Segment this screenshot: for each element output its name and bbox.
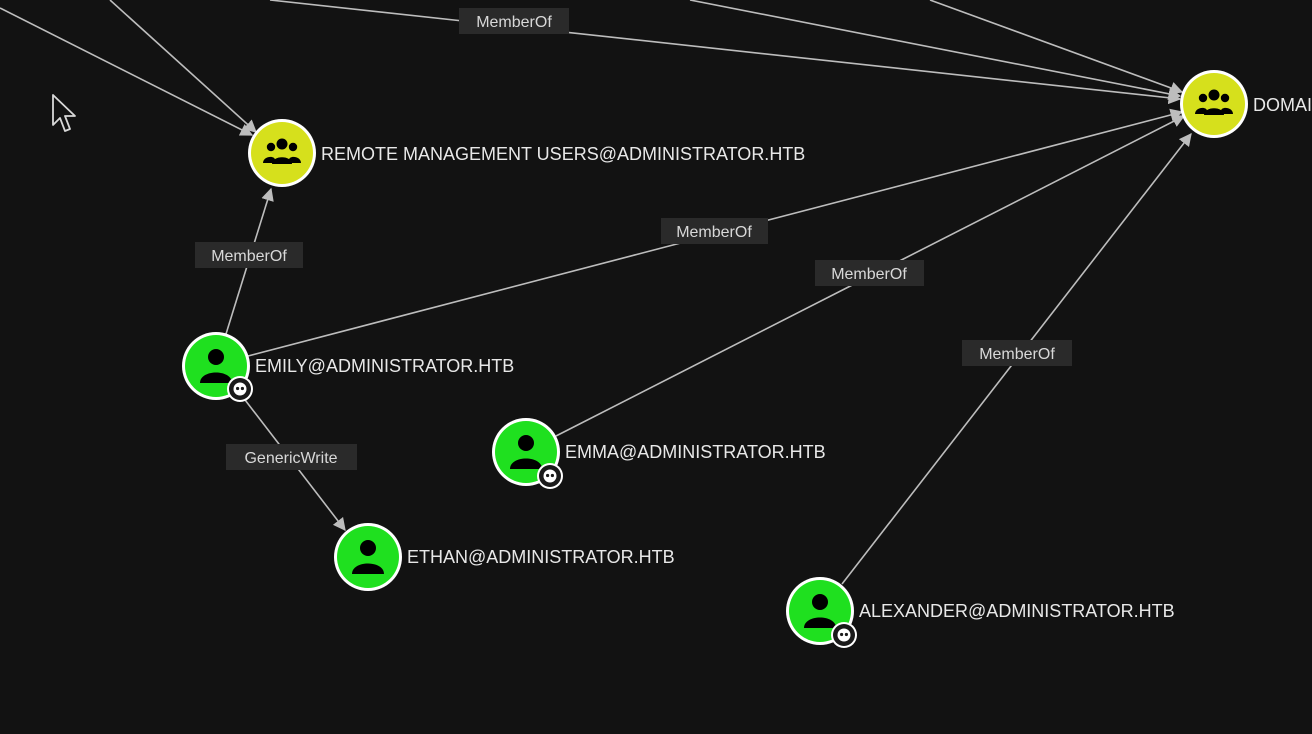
- node-user-alexander[interactable]: ALEXANDER@ADMINISTRATOR.HTB: [786, 577, 1175, 648]
- node-label: REMOTE MANAGEMENT USERS@ADMINISTRATOR.HT…: [321, 144, 805, 164]
- node-user-emily[interactable]: EMILY@ADMINISTRATOR.HTB: [182, 332, 514, 402]
- mouse-pointer-icon: [52, 94, 76, 132]
- edge-label-emma-domain[interactable]: MemberOf: [815, 260, 924, 286]
- edge-label-top[interactable]: MemberOf: [459, 8, 569, 34]
- node-user-emma[interactable]: EMMA@ADMINISTRATOR.HTB: [492, 418, 826, 489]
- edge-label-emily-domain[interactable]: MemberOf: [661, 218, 768, 244]
- edge-offscreen-to-domain-1[interactable]: [269, 0, 1182, 105]
- edge-label-text: MemberOf: [676, 224, 752, 241]
- edge-label-text: GenericWrite: [244, 450, 337, 467]
- edge-label-emily-remote[interactable]: MemberOf: [195, 242, 303, 268]
- node-domain-group[interactable]: DOMAI: [1180, 70, 1312, 138]
- edges: [0, 0, 1192, 585]
- edge-offscreen-to-domain-2[interactable]: [689, 0, 1182, 101]
- edge-offscreen-to-domain-3[interactable]: [929, 0, 1184, 95]
- edge-label-text: MemberOf: [831, 266, 907, 283]
- edge-label-text: MemberOf: [979, 346, 1055, 363]
- node-label: EMMA@ADMINISTRATOR.HTB: [565, 442, 826, 462]
- edge-offscreen-to-remote-1[interactable]: [0, 7, 254, 136]
- skull-badge-icon: [831, 622, 857, 648]
- node-label: ALEXANDER@ADMINISTRATOR.HTB: [859, 601, 1175, 621]
- node-label: ETHAN@ADMINISTRATOR.HTB: [407, 547, 675, 567]
- edge-label-emily-ethan[interactable]: GenericWrite: [226, 444, 357, 470]
- edge-offscreen-to-remote-2[interactable]: [109, 0, 257, 133]
- skull-badge-icon: [537, 463, 563, 489]
- edge-label-text: MemberOf: [211, 248, 287, 265]
- edge-label-alexander-domain[interactable]: MemberOf: [962, 340, 1072, 366]
- node-label: DOMAI: [1253, 95, 1312, 115]
- skull-badge-icon: [227, 376, 253, 402]
- node-label: EMILY@ADMINISTRATOR.HTB: [255, 356, 514, 376]
- node-user-ethan[interactable]: ETHAN@ADMINISTRATOR.HTB: [334, 523, 675, 591]
- edge-label-text: MemberOf: [476, 14, 552, 31]
- node-remote-management-users[interactable]: REMOTE MANAGEMENT USERS@ADMINISTRATOR.HT…: [248, 119, 805, 187]
